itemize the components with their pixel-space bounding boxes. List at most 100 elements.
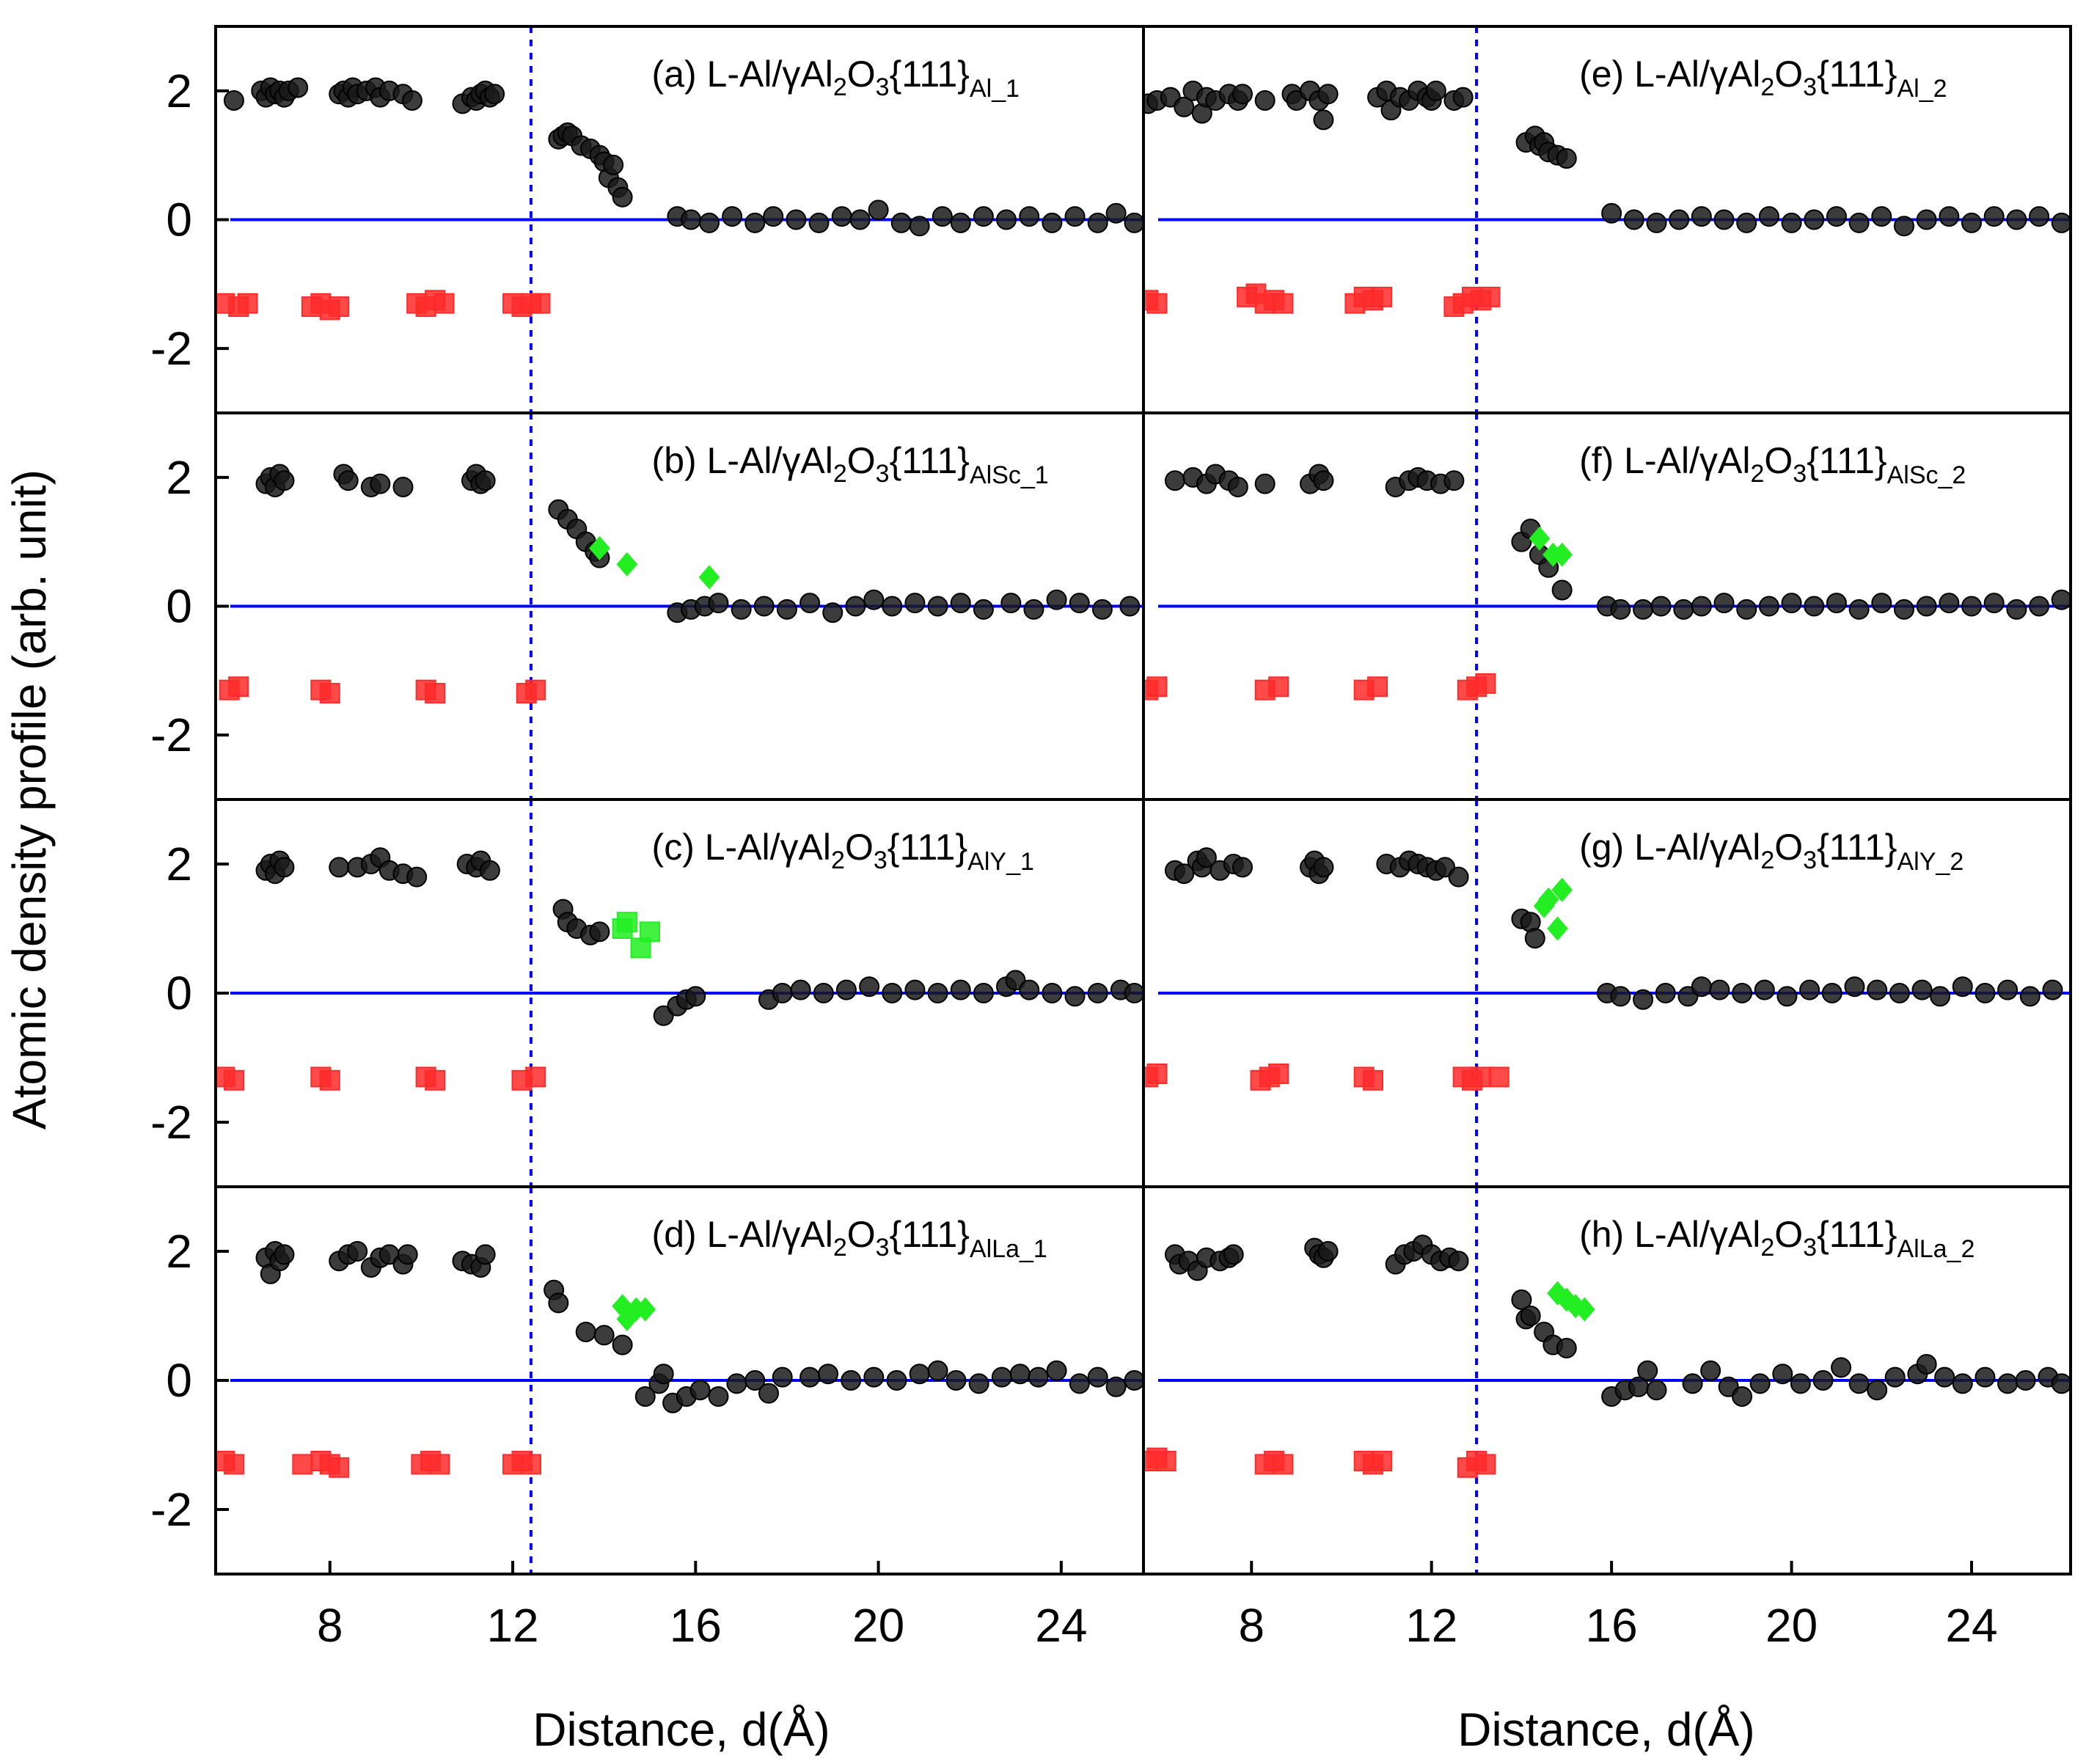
y-axis-title: Atomic density profile (arb. unit) <box>3 469 56 1130</box>
data-point <box>1952 976 1973 998</box>
data-point <box>370 473 391 494</box>
data-point <box>1124 1370 1143 1391</box>
data-point <box>392 477 414 498</box>
data-point <box>1174 96 1195 117</box>
data-point <box>772 983 793 1003</box>
data-point <box>530 293 551 314</box>
data-point <box>1848 212 1870 233</box>
data-point <box>1939 593 1960 614</box>
data-point <box>475 470 496 491</box>
data-point <box>863 589 885 610</box>
data-point <box>790 979 811 1000</box>
data-point <box>1362 1069 1383 1091</box>
data-point <box>2006 209 2027 230</box>
data-point <box>1916 596 1937 617</box>
data-point <box>223 90 244 111</box>
data-point <box>1313 857 1334 878</box>
y-tick-label: 0 <box>166 967 192 1020</box>
data-point <box>1164 470 1185 491</box>
x-tick-label: 12 <box>486 1599 538 1652</box>
data-point <box>1790 1373 1811 1394</box>
data-point <box>950 212 971 233</box>
data-point <box>1009 1364 1031 1385</box>
plot-area <box>216 799 1143 1187</box>
data-point <box>1268 1064 1289 1084</box>
data-point <box>1443 470 1465 491</box>
data-point <box>973 599 994 620</box>
data-point <box>1799 979 1820 1000</box>
data-point <box>1448 1251 1469 1272</box>
data-point <box>945 1370 967 1391</box>
data-point <box>1232 84 1253 105</box>
data-point <box>1754 979 1775 1000</box>
data-point <box>1556 1338 1577 1358</box>
data-point <box>699 212 720 233</box>
data-point <box>1867 979 1888 1000</box>
data-point <box>1736 599 1757 620</box>
data-point <box>1848 1373 1870 1394</box>
data-point <box>1313 470 1334 491</box>
panel-h: (h) L-Al/γAl2O3{111}AlLa_2 <box>1143 1187 2071 1574</box>
data-point <box>425 1069 446 1091</box>
data-point <box>996 209 1017 230</box>
data-point <box>1758 596 1779 617</box>
data-point <box>1042 983 1063 1003</box>
data-point <box>689 1380 711 1401</box>
data-point <box>319 1069 340 1091</box>
data-point <box>1646 1380 1667 1401</box>
data-point <box>1772 1364 1793 1385</box>
data-point <box>1155 1451 1176 1471</box>
y-tick-label: -2 <box>150 1096 192 1149</box>
data-point <box>1732 1386 1753 1407</box>
data-point <box>634 1386 656 1407</box>
data-point <box>1646 212 1667 233</box>
data-point <box>758 1383 780 1404</box>
y-tick-label: 0 <box>166 580 192 633</box>
data-point <box>799 1366 821 1388</box>
plot-area <box>1143 1187 2071 1574</box>
data-point <box>2015 1370 2036 1391</box>
data-point <box>786 209 807 230</box>
x-tick-label: 24 <box>1035 1599 1087 1652</box>
data-point <box>1479 286 1501 307</box>
data-point <box>1254 90 1276 111</box>
data-point <box>274 857 295 878</box>
data-point <box>653 1364 674 1385</box>
plot-area <box>1143 413 2071 799</box>
data-point <box>1776 986 1798 1007</box>
panel-title-f: (f) L-Al/γAl2O3{111}AlSc_2 <box>1579 440 1966 489</box>
plot-area <box>216 1187 1143 1574</box>
data-point <box>1069 593 1090 614</box>
data-point <box>722 206 743 227</box>
series-la <box>612 1294 656 1331</box>
data-point <box>1911 979 1933 1000</box>
data-point <box>1475 673 1496 694</box>
panel-d: (d) L-Al/γAl2O3{111}AlLa_1 <box>216 1187 1143 1574</box>
data-point <box>1367 676 1388 698</box>
data-point <box>525 1066 546 1088</box>
panel-c: (c) L-Al/γAl2O3{111}AlY_1 <box>216 799 1143 1187</box>
data-point <box>1804 596 1825 617</box>
series-y <box>612 912 660 959</box>
data-point <box>228 676 249 698</box>
data-point <box>1448 866 1469 888</box>
series-al-liquid- <box>1143 80 2071 237</box>
data-point <box>973 206 994 227</box>
data-point <box>685 986 706 1007</box>
x-tick-label: 8 <box>1238 1599 1265 1652</box>
data-point <box>973 983 994 1003</box>
data-point <box>616 912 637 933</box>
data-point <box>890 212 912 233</box>
y-tick-label: 2 <box>166 838 192 890</box>
data-point <box>612 186 633 208</box>
data-point <box>859 976 880 998</box>
panel-title-b: (b) L-Al/γAl2O3{111}AlSc_1 <box>652 440 1049 489</box>
data-point <box>1601 202 1622 224</box>
plot-area <box>1143 26 2071 413</box>
data-point <box>1105 1376 1127 1397</box>
data-point <box>1551 579 1573 601</box>
data-point <box>882 596 903 617</box>
data-point <box>927 983 948 1003</box>
data-point <box>744 1370 766 1391</box>
